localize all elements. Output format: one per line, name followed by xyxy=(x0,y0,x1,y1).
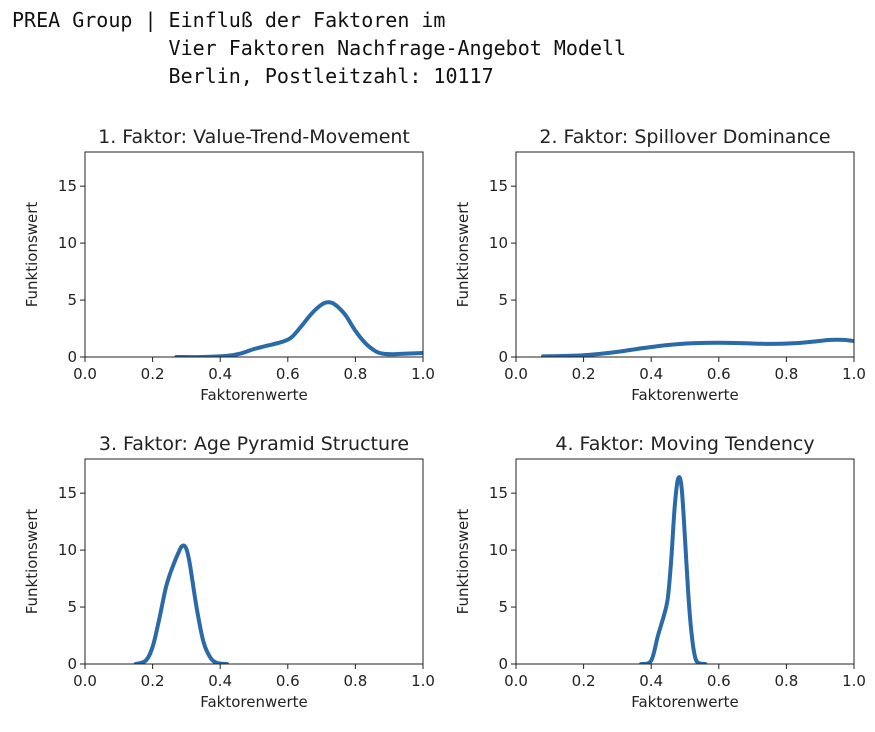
density-line xyxy=(541,337,854,357)
y-tick-label: 5 xyxy=(67,291,77,309)
x-tick-label: 0.6 xyxy=(707,672,731,690)
x-axis-label: Faktorenwerte xyxy=(200,693,308,711)
subplot-4: 4. Faktor: Moving Tendency 0.0 0.2 0.4 0.6 0.… xyxy=(454,433,866,711)
subplot-3: 3. Faktor: Age Pyramid Structure 0.0 0.2 0.… xyxy=(23,433,435,711)
x-tick-label: 0.2 xyxy=(572,672,596,690)
x-tick-label: 0.4 xyxy=(639,672,663,690)
plot-frame xyxy=(84,458,424,665)
x-tick-label: 1.0 xyxy=(842,365,866,383)
y-tick-label: 10 xyxy=(489,541,508,559)
x-tick-label: 1.0 xyxy=(411,672,435,690)
y-tick-label: 0 xyxy=(67,655,77,673)
x-tick-label: 0.0 xyxy=(73,672,97,690)
y-tick-label: 10 xyxy=(58,234,77,252)
y-axis-label: Funktionswert xyxy=(23,202,41,308)
y-tick-label: 15 xyxy=(58,177,77,195)
x-tick-label: 0.4 xyxy=(208,365,232,383)
density-line xyxy=(639,475,708,664)
x-tick-label: 0.0 xyxy=(73,365,97,383)
x-tick-label: 0.0 xyxy=(504,365,528,383)
y-tick-label: 15 xyxy=(489,177,508,195)
x-axis-label: Faktorenwerte xyxy=(631,386,739,404)
y-tick-label: 5 xyxy=(498,291,508,309)
x-tick-label: 0.6 xyxy=(276,365,300,383)
subplot-title: 4. Faktor: Moving Tendency xyxy=(555,433,814,455)
x-tick-label: 0.2 xyxy=(141,672,165,690)
y-axis-label: Funktionswert xyxy=(454,509,472,615)
subplot-title: 3. Faktor: Age Pyramid Structure xyxy=(99,433,409,455)
subplot-2: 2. Faktor: Spillover Dominance 0.0 0.2 0.4 0… xyxy=(454,126,866,404)
x-tick-label: 0.4 xyxy=(208,672,232,690)
x-tick-label: 0.8 xyxy=(774,672,798,690)
y-axis-label: Funktionswert xyxy=(23,509,41,615)
page-header: PREA Group | Einfluß der Faktoren im Vie… xyxy=(12,6,626,90)
plot-frame xyxy=(515,151,855,358)
x-tick-label: 0.2 xyxy=(141,365,165,383)
x-tick-label: 0.0 xyxy=(504,672,528,690)
plot-frame xyxy=(515,458,855,665)
y-tick-label: 15 xyxy=(58,484,77,502)
y-tick-label: 5 xyxy=(67,598,77,616)
subplot-title: 1. Faktor: Value-Trend-Movement xyxy=(98,126,410,148)
x-tick-label: 0.4 xyxy=(639,365,663,383)
x-axis-label: Faktorenwerte xyxy=(200,386,308,404)
subplot-title: 2. Faktor: Spillover Dominance xyxy=(539,126,830,148)
x-tick-label: 0.8 xyxy=(343,365,367,383)
x-tick-label: 0.8 xyxy=(774,365,798,383)
x-tick-label: 0.6 xyxy=(276,672,300,690)
y-axis-label: Funktionswert xyxy=(454,202,472,308)
y-tick-label: 0 xyxy=(498,655,508,673)
x-tick-label: 1.0 xyxy=(411,365,435,383)
x-tick-label: 1.0 xyxy=(842,672,866,690)
y-tick-label: 0 xyxy=(498,348,508,366)
x-tick-label: 0.2 xyxy=(572,365,596,383)
plot-frame xyxy=(84,151,424,358)
y-tick-label: 10 xyxy=(489,234,508,252)
header-line-1: PREA Group | Einfluß der Faktoren im xyxy=(12,8,446,32)
x-axis-label: Faktorenwerte xyxy=(631,693,739,711)
y-tick-label: 0 xyxy=(67,348,77,366)
subplot-1: 1. Faktor: Value-Trend-Movement 0.0 0.2 0.4… xyxy=(23,126,435,404)
y-tick-label: 10 xyxy=(58,541,77,559)
header-line-2: Vier Faktoren Nachfrage-Angebot Modell xyxy=(12,36,627,60)
x-tick-label: 0.6 xyxy=(707,365,731,383)
density-line xyxy=(174,300,423,357)
header-line-3: Berlin, Postleitzahl: 10117 xyxy=(12,64,494,88)
density-line xyxy=(133,543,229,664)
y-tick-label: 5 xyxy=(498,598,508,616)
x-tick-label: 0.8 xyxy=(343,672,367,690)
y-tick-label: 15 xyxy=(489,484,508,502)
